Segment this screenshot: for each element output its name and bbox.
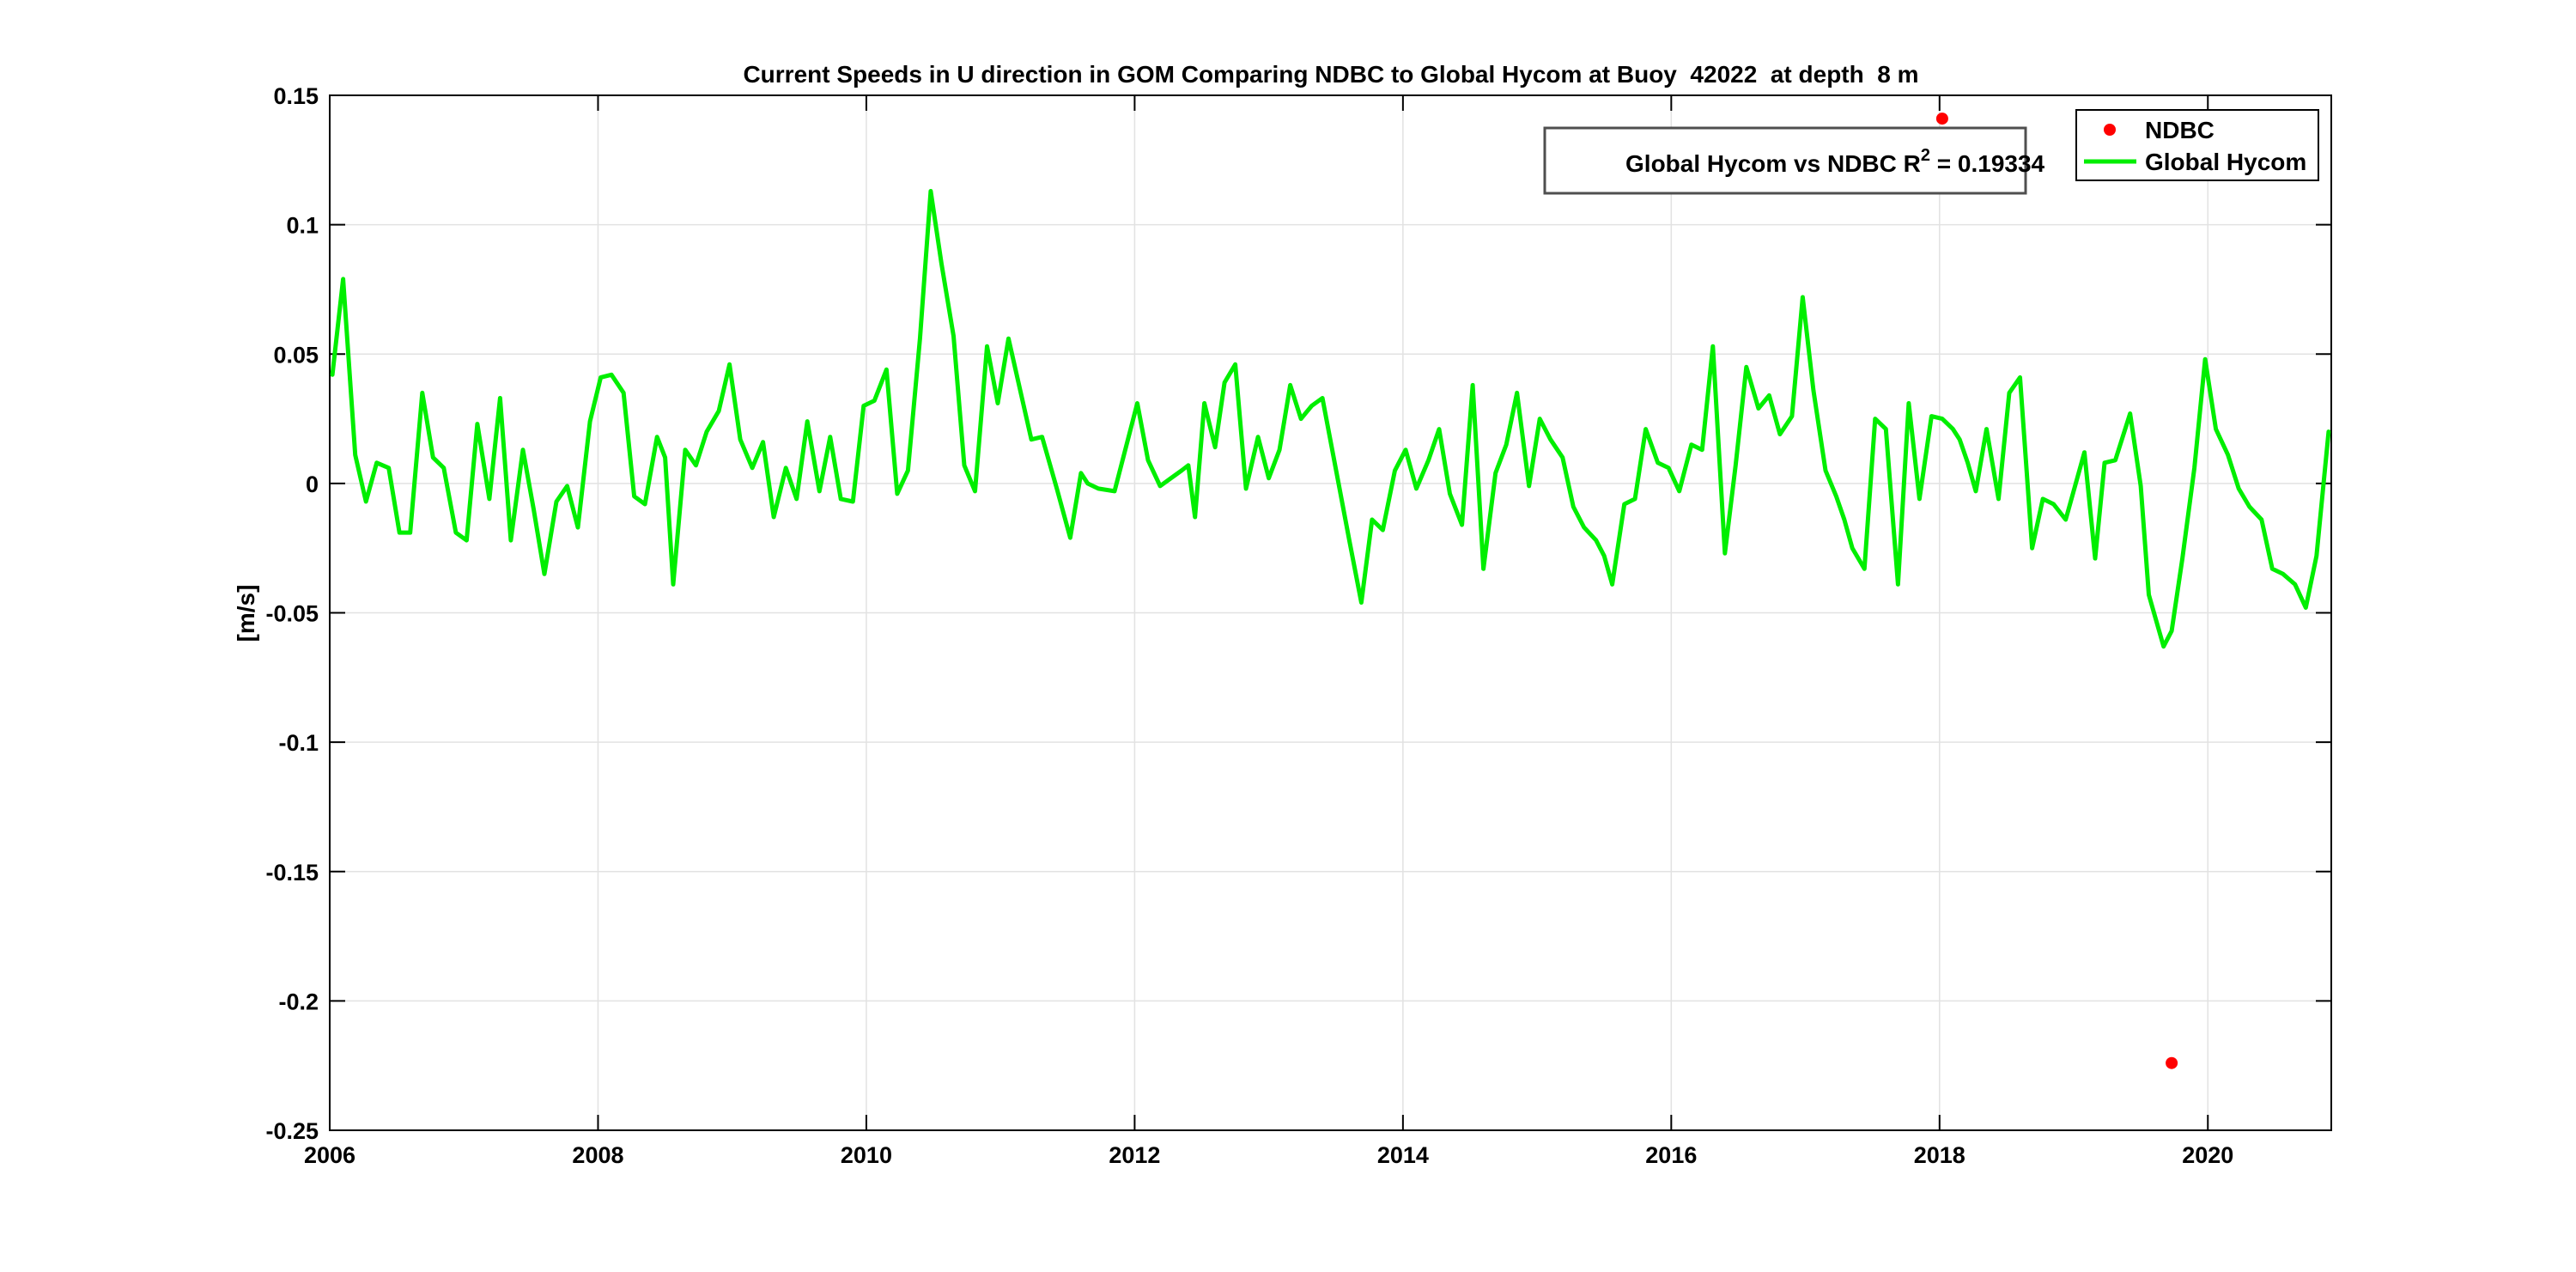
x-tick-label: 2010 [841,1142,892,1168]
annotation-box [1543,126,2027,195]
chart-title: Current Speeds in U direction in GOM Com… [743,61,1918,88]
y-tick-label: -0.15 [265,860,319,886]
x-tick-label: 2014 [1377,1142,1429,1168]
legend-label-ndbc: NDBC [2145,117,2215,143]
ndbc-points [1935,113,2178,1069]
y-tick-label: 0.05 [273,342,319,368]
global-hycom-line [330,189,2331,649]
y-tick-label: 0.1 [286,213,319,239]
x-tick-label: 2012 [1109,1142,1160,1168]
x-tick-label: 2020 [2182,1142,2233,1168]
x-tick-labels: 2006 2008 2010 2012 2014 2016 2018 2020 [304,1142,2233,1168]
y-tick-label: -0.05 [265,601,319,627]
r-squared-annotation: Global Hycom vs NDBC R2 = 0.19334 [1543,126,2092,195]
y-tick-label: -0.1 [278,730,319,756]
x-tick-label: 2008 [572,1142,623,1168]
y-tick-label: -0.25 [265,1118,319,1144]
x-tick-label: 2018 [1914,1142,1965,1168]
y-axis-label: [m/s] [233,585,259,642]
gridlines [330,95,2331,1130]
ndbc-point [2166,1056,2178,1069]
ndbc-point [1935,113,1948,125]
y-tick-label: -0.2 [278,989,319,1014]
x-tick-label: 2006 [304,1142,355,1168]
y-tick-label: 0 [306,472,319,497]
legend-box [2075,109,2319,181]
legend: NDBC Global Hycom [2075,109,2319,181]
annotation-text: Global Hycom vs NDBC R2 = 0.19334 [1565,146,2092,177]
y-tick-labels: 0.15 0.1 0.05 0 -0.05 -0.1 -0.15 -0.2 -0.25 [265,83,319,1144]
x-tick-label: 2016 [1645,1142,1697,1168]
legend-ndbc-marker-icon [2104,124,2116,136]
legend-label-hycom: Global Hycom [2145,149,2306,175]
y-tick-label: 0.15 [273,83,319,109]
